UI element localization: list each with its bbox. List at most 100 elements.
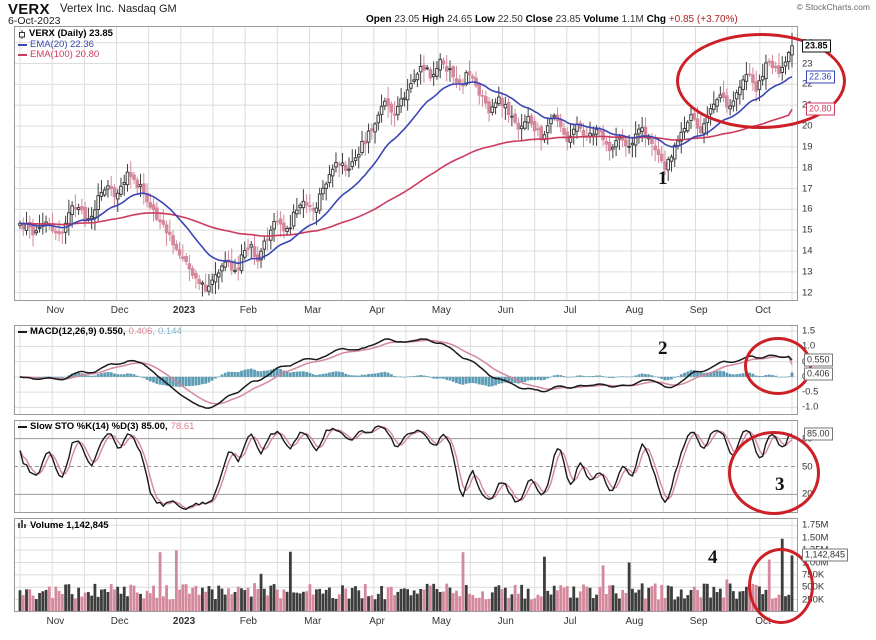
price-y-tick: 19 — [802, 141, 813, 153]
macd-value-flag: 0.550 — [804, 353, 833, 367]
macd-signal-label: 0.406, — [128, 326, 155, 337]
macd-swatch-icon — [18, 331, 27, 334]
date-axis-bottom-tick: Oct — [755, 616, 771, 627]
date-axis-bottom-tick: Jun — [497, 616, 514, 627]
date-axis-tick: Nov — [46, 305, 65, 316]
exchange-name: Nasdaq GM — [118, 3, 177, 15]
ema100-label: EMA(100) 20.80 — [30, 49, 100, 60]
date-axis-tick: Sep — [689, 305, 708, 316]
chg-label: Chg — [646, 14, 667, 25]
annotation-number-2: 2 — [658, 338, 668, 359]
volume-value-flag: 1,142,845 — [802, 548, 849, 562]
annotation-number-4: 4 — [708, 547, 718, 568]
macd-label: MACD(12,26,9) 0.550, — [30, 326, 126, 337]
date-axis-bottom-tick: Nov — [46, 616, 65, 627]
price-y-axis: 12131415161718192021222324 — [802, 26, 872, 301]
chg-value: +0.85 (+3.70%) — [668, 14, 738, 25]
stochastics-legend: Slow STO %K(14) %D(3) 85.00, 78.61 — [18, 421, 195, 433]
date-axis-tick: Oct — [755, 305, 771, 316]
price-y-tick: 14 — [802, 245, 813, 257]
ema20-swatch-icon — [18, 43, 27, 46]
volume-legend: Volume 1,142,845 — [18, 520, 109, 532]
low-value: 22.50 — [497, 14, 523, 25]
macd-signal-value-flag: 0.406 — [804, 367, 833, 381]
date-axis-bottom-tick: 2023 — [172, 616, 196, 627]
volume-value: 1.1M — [621, 14, 644, 25]
date-axis-tick: Apr — [369, 305, 385, 316]
stoch-d-label: 78.61 — [170, 421, 195, 432]
low-label: Low — [474, 14, 495, 25]
date-axis-bottom-tick: Feb — [239, 616, 257, 627]
stochastics-value-flag: 85.00 — [804, 427, 833, 441]
date-axis-bottom-tick: Dec — [110, 616, 129, 627]
macd-y-tick: -0.5 — [802, 386, 819, 398]
date-axis-tick: Aug — [625, 305, 644, 316]
last-price-flag: 23.85 — [802, 39, 831, 53]
date-axis-bottom-tick: Aug — [625, 616, 644, 627]
date-axis-bottom-tick: May — [431, 616, 451, 627]
open-label: Open — [366, 14, 392, 25]
macd-y-tick: 1.5 — [802, 325, 816, 337]
price-y-tick: 16 — [802, 203, 813, 215]
company-name: Vertex Inc. — [60, 3, 115, 15]
volume-panel — [14, 518, 798, 612]
date-axis-tick: Jul — [563, 305, 577, 316]
price-y-tick: 15 — [802, 224, 813, 236]
high-label: High — [422, 14, 445, 25]
chart-header: VERX Vertex Inc. Nasdaq GM 6-Oct-2023 © … — [0, 0, 876, 27]
open-value: 23.05 — [394, 14, 420, 25]
price-y-tick: 17 — [802, 183, 813, 194]
macd-y-tick: -1.0 — [802, 401, 819, 413]
date-axis-bottom-tick: Sep — [689, 616, 708, 627]
price-y-tick: 13 — [802, 266, 813, 278]
price-y-tick: 23 — [802, 58, 813, 69]
close-label: Close — [525, 14, 553, 25]
date-axis-bottom-tick: Jul — [563, 616, 577, 627]
date-axis-tick: Mar — [304, 305, 322, 316]
date-axis-tick: Dec — [110, 305, 129, 316]
price-y-tick: 18 — [802, 162, 813, 174]
volume-legend-label: Volume 1,142,845 — [30, 519, 109, 531]
price-y-tick: 20 — [802, 120, 813, 132]
high-value: 24.65 — [447, 14, 473, 25]
volume-label: Volume — [583, 14, 619, 25]
price-y-tick: 12 — [802, 287, 813, 299]
price-series-label: VERX (Daily) 23.85 — [29, 28, 113, 39]
macd-legend: MACD(12,26,9) 0.550, 0.406, 0.144 — [18, 326, 182, 338]
stoch-k-label: Slow STO %K(14) %D(3) 85.00, — [30, 421, 168, 432]
volume-y-tick: 500K — [802, 581, 825, 593]
volume-y-tick: 750K — [802, 569, 825, 581]
ticker-symbol: VERX — [8, 1, 50, 18]
date-axis: Nov Dec 2023 Feb Mar Apr May Jun Jul Aug Sep Oct — [14, 305, 798, 319]
date-axis-bottom-tick: Mar — [304, 616, 322, 627]
date-axis-bottom: Nov Dec 2023 Feb Mar Apr May Jun Jul Aug Sep Oct — [14, 616, 798, 630]
stochastics-panel — [14, 420, 798, 513]
date-axis-tick: 2023 — [172, 305, 196, 316]
macd-y-tick: 1.0 — [802, 340, 816, 352]
price-y-tick: 22 — [802, 78, 813, 90]
source-watermark: © StockCharts.com — [796, 2, 870, 12]
volume-y-tick: 250K — [802, 594, 825, 606]
ema100-value-flag: 20.80 — [806, 102, 835, 116]
candlestick-icon — [18, 29, 26, 39]
macd-histogram-label: 0.144 — [158, 326, 182, 337]
annotation-number-1: 1 — [658, 168, 668, 189]
volume-y-tick: 1.00M — [802, 557, 829, 569]
price-panel — [14, 26, 798, 301]
ohlc-summary: Open 23.05 High 24.65 Low 22.50 Close 23… — [366, 14, 738, 25]
date-axis-tick: Feb — [239, 305, 257, 316]
ema20-label: EMA(20) 22.36 — [30, 38, 94, 50]
date-axis-tick: Jun — [497, 305, 514, 316]
volume-bars-icon — [18, 520, 27, 532]
macd-panel — [14, 325, 798, 415]
volume-y-tick: 1.50M — [802, 532, 829, 544]
quote-date: 6-Oct-2023 — [8, 15, 61, 27]
stochastics-y-tick: 20 — [802, 488, 813, 500]
date-axis-tick: May — [431, 305, 451, 316]
ema100-swatch-icon — [18, 54, 27, 57]
stochastics-y-tick: 50 — [802, 461, 813, 472]
close-value: 23.85 — [555, 14, 581, 25]
annotation-number-3: 3 — [775, 474, 785, 495]
